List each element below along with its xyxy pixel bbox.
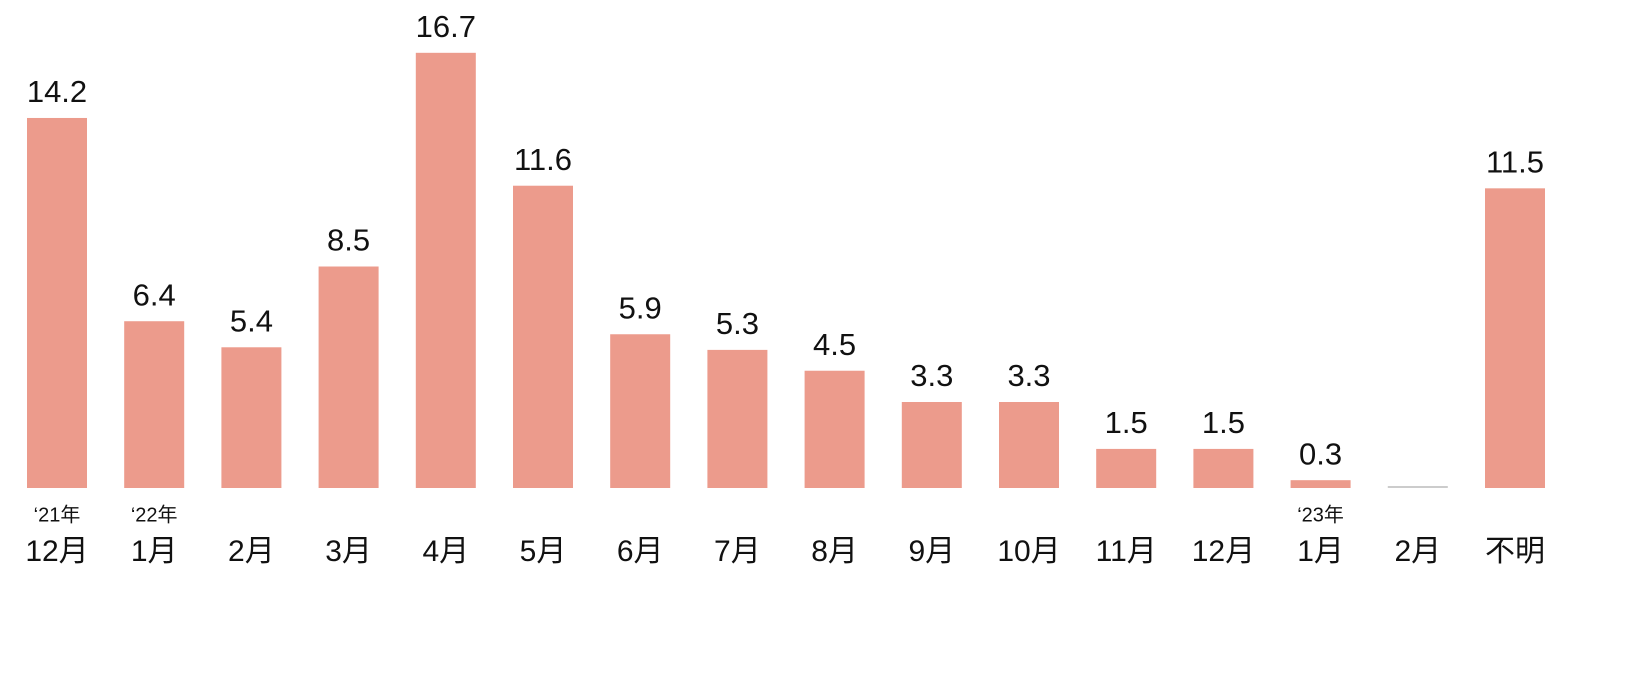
x-tick-label: 1月 xyxy=(131,535,178,568)
value-label: 4.5 xyxy=(813,327,856,362)
value-label: 5.3 xyxy=(716,306,759,341)
value-label: 6.4 xyxy=(133,277,176,312)
bar xyxy=(415,52,476,488)
x-tick-label: 12月 xyxy=(1192,535,1255,568)
bar xyxy=(27,117,87,488)
value-label: 3.3 xyxy=(910,358,953,393)
bar xyxy=(707,349,768,488)
bar xyxy=(999,402,1059,488)
value-label: 5.9 xyxy=(619,290,662,325)
value-label: 5.4 xyxy=(230,303,273,338)
bar xyxy=(901,402,962,488)
value-label: 1.5 xyxy=(1105,405,1148,440)
x-tick-label: 6月 xyxy=(617,535,664,568)
x-tick-label: 8月 xyxy=(811,535,858,568)
x-tick-label: 3月 xyxy=(325,535,372,568)
bar xyxy=(1096,448,1157,488)
value-label: 8.5 xyxy=(327,223,370,258)
x-tick-label: 2月 xyxy=(228,535,275,568)
value-label: 3.3 xyxy=(1007,358,1050,393)
x-tick-label: 2月 xyxy=(1394,535,1441,568)
x-tick-label: 9月 xyxy=(908,535,955,568)
bar xyxy=(610,334,671,488)
bar xyxy=(513,185,573,488)
bar xyxy=(804,370,865,488)
x-tick-label: 4月 xyxy=(422,535,469,568)
x-tick-label: 5月 xyxy=(520,535,567,568)
year-label: ‘23年 xyxy=(1297,503,1344,526)
value-label: 11.5 xyxy=(1486,145,1544,180)
bar xyxy=(1290,480,1351,488)
bar xyxy=(1485,188,1545,488)
bar xyxy=(221,347,282,488)
x-tick-label: 11月 xyxy=(1096,535,1157,568)
x-tick-label: 1月 xyxy=(1297,535,1344,568)
value-label: 0.3 xyxy=(1299,436,1342,471)
year-label: ‘21年 xyxy=(34,503,81,526)
bar xyxy=(318,266,379,488)
x-tick-label: 10月 xyxy=(997,535,1060,568)
value-label: 16.7 xyxy=(416,9,476,44)
x-tick-label: 7月 xyxy=(714,535,761,568)
bar xyxy=(1193,448,1254,488)
value-label: 1.5 xyxy=(1202,405,1245,440)
value-label: 11.6 xyxy=(514,142,572,177)
value-label: 14.2 xyxy=(27,74,87,109)
bar xyxy=(124,321,185,488)
x-tick-label: 12月 xyxy=(25,535,88,568)
x-tick-label: 不明 xyxy=(1485,535,1545,568)
year-label: ‘22年 xyxy=(131,503,178,526)
